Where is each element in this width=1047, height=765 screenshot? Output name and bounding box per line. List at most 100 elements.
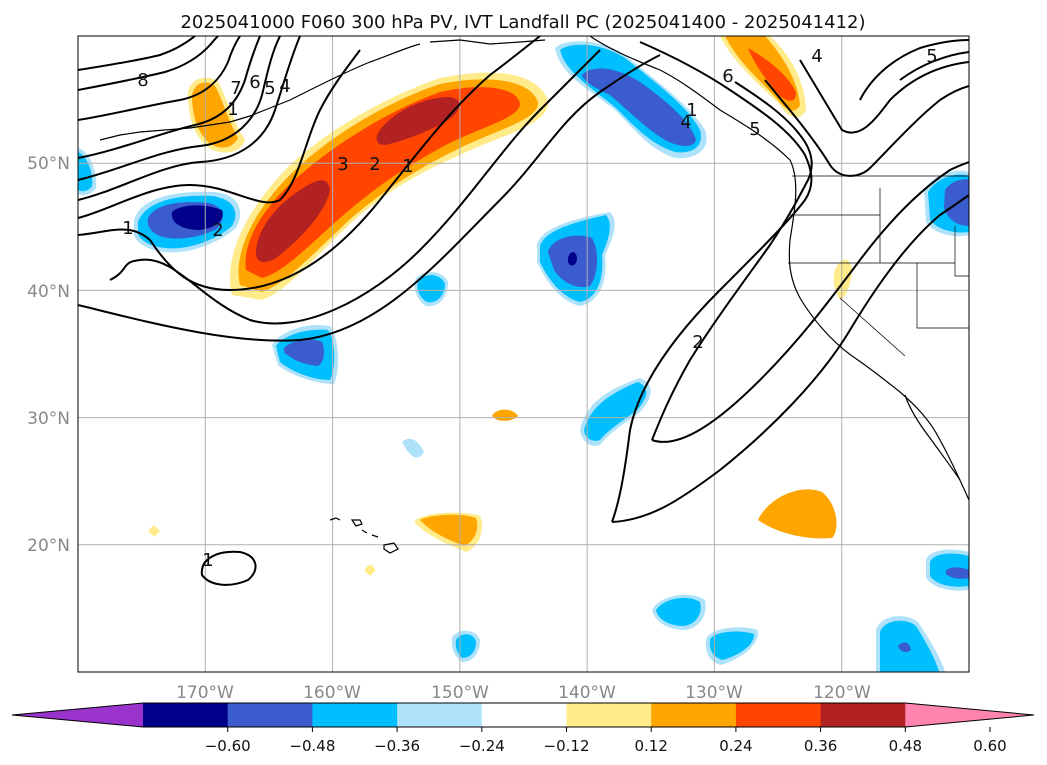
contour-line <box>799 59 969 134</box>
negative-pv-region <box>898 642 911 653</box>
colorbar-tick-label: 0.12 <box>634 737 667 755</box>
contour-line <box>78 36 281 181</box>
colorbar-tick-label: 0.24 <box>719 737 752 755</box>
colorbar-segment <box>566 703 652 727</box>
lat-tick-label: 50°N <box>27 154 70 174</box>
colorbar-segment <box>481 703 567 727</box>
colorbar-segment <box>820 703 906 727</box>
contour-line <box>611 194 969 523</box>
negative-pv-region <box>946 567 969 579</box>
colorbar-tick-label: −0.36 <box>374 737 420 755</box>
contour-label: 2 <box>369 154 380 175</box>
positive-pv-region <box>191 82 238 148</box>
contour-line <box>611 41 813 523</box>
colorbar-tick-label: 0.60 <box>973 737 1006 755</box>
baja-coast <box>904 394 961 481</box>
contour-line <box>78 36 196 71</box>
lon-tick-label: 150°W <box>431 683 489 703</box>
contour-line <box>764 79 969 177</box>
lon-tick-label: 160°W <box>303 683 361 703</box>
contour-line <box>78 54 661 342</box>
contour-label: 5 <box>264 78 275 99</box>
positive-pv-region <box>148 525 160 537</box>
positive-pv-region <box>420 514 478 546</box>
colorbar: −0.60 −0.48 −0.36 −0.24 −0.12 0.12 0.24 0.36 0.4… <box>11 702 1035 755</box>
contour-label: 4 <box>279 76 290 97</box>
contour-label: 1 <box>122 218 133 239</box>
positive-pv-region <box>376 97 460 145</box>
contour-label: 4 <box>811 46 822 67</box>
contour-label: 8 <box>137 70 148 91</box>
contour-label: 6 <box>249 72 260 93</box>
contour-label: 2 <box>692 332 703 353</box>
colorbar-tick-label: −0.48 <box>289 737 335 755</box>
state-border <box>788 188 969 357</box>
negative-pv-region <box>582 68 696 146</box>
alaska-coast <box>309 39 546 91</box>
positive-pv-region <box>245 87 520 278</box>
negative-pv-region <box>171 205 223 230</box>
lon-tick-label: 170°W <box>176 683 234 703</box>
negative-pv-region <box>656 597 701 626</box>
contour-line <box>200 550 257 586</box>
negative-pv-region <box>568 252 577 266</box>
gridlines <box>78 36 969 672</box>
contour-label: 1 <box>402 156 413 177</box>
map-panel: 8 7 6 5 4 3 2 1 1 2 6 5 4 1 4 5 1 2 1 <box>77 35 970 673</box>
colorbar-segment <box>227 703 313 727</box>
colorbar-extend-high <box>905 703 1034 727</box>
colorbar-tick-label: −0.12 <box>544 737 590 755</box>
positive-pv-region <box>364 564 376 576</box>
contour-label: 6 <box>722 66 733 87</box>
negative-pv-region <box>584 382 647 441</box>
contour-label: 1 <box>202 550 213 571</box>
contour-line <box>78 49 361 219</box>
figure-title: 2025041000 F060 300 hPa PV, IVT Landfall… <box>180 12 865 33</box>
lon-tick-label: 140°W <box>558 683 616 703</box>
colorbar-segment <box>735 703 822 727</box>
hawaii-islands <box>329 517 399 554</box>
contour-line <box>651 81 813 441</box>
negative-pv-region <box>284 339 325 366</box>
pv-shading-layer <box>78 36 969 672</box>
contour-label: 3 <box>337 154 348 175</box>
contour-line <box>109 49 601 325</box>
lat-tick-label: 20°N <box>27 536 70 556</box>
contour-line <box>859 39 969 101</box>
colorbar-segment <box>397 703 483 727</box>
contour-label: 5 <box>926 46 937 67</box>
contour-line <box>651 161 969 443</box>
lat-tick-label: 30°N <box>27 409 70 429</box>
contour-line <box>78 36 541 292</box>
contour-label: 1 <box>686 100 697 121</box>
colorbar-tick-label: −0.60 <box>205 737 251 755</box>
contour-labels: 8 7 6 5 4 3 2 1 1 2 6 5 4 1 4 5 1 2 1 <box>122 46 937 571</box>
political-borders <box>788 175 969 357</box>
contour-label: 5 <box>749 119 760 140</box>
contour-line <box>78 36 301 201</box>
positive-pv-region <box>758 489 837 539</box>
contour-line <box>78 36 261 159</box>
lon-tick-label: 120°W <box>813 683 871 703</box>
positive-pv-region <box>255 180 330 263</box>
colorbar-tick-label: 0.48 <box>889 737 922 755</box>
contour-line <box>78 36 241 121</box>
negative-pv-region <box>455 634 476 658</box>
lon-tick-label: 130°W <box>685 683 743 703</box>
negative-pv-region <box>709 631 755 660</box>
negative-pv-region <box>402 438 424 458</box>
latitude-labels: 50°N 40°N 30°N 20°N <box>27 154 70 556</box>
contour-line <box>899 51 969 81</box>
lat-tick-label: 40°N <box>27 282 70 302</box>
colorbar-segment <box>143 703 229 727</box>
colorbar-segment <box>312 703 398 727</box>
colorbar-segment <box>651 703 737 727</box>
colorbar-tick-label: 0.36 <box>804 737 837 755</box>
negative-pv-region <box>417 275 445 303</box>
contour-label: 7 <box>230 78 241 99</box>
colorbar-outline <box>11 702 1035 728</box>
positive-pv-region <box>748 48 796 101</box>
colorbar-extend-low <box>12 703 143 727</box>
colorbar-tick-label: −0.24 <box>459 737 505 755</box>
